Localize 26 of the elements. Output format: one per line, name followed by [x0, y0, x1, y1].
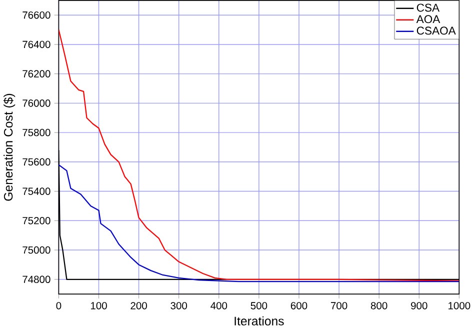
legend-label: AOA [416, 15, 440, 24]
legend-label: CSAOA [416, 26, 456, 35]
x-tick-label: 1000 [448, 302, 470, 310]
x-axis-title: Iterations [234, 316, 284, 326]
y-tick-label: 76000 [22, 100, 50, 107]
x-tick-label: 800 [370, 302, 388, 310]
y-tick-label: 74800 [22, 276, 50, 284]
y-tick-label: 75800 [22, 128, 50, 136]
x-tick-label: 700 [330, 302, 348, 310]
x-tick-label: 900 [411, 302, 428, 310]
x-tick-label: 400 [210, 302, 228, 310]
y-axis-title: Generation Cost ($) [3, 94, 16, 201]
x-tick-label: 300 [170, 302, 188, 310]
y-tick-label: 75600 [22, 158, 50, 166]
y-tick-label: 75400 [22, 188, 50, 195]
x-tick-label: 600 [290, 302, 308, 310]
y-tick-label: 75200 [22, 217, 50, 224]
x-tick-label: 100 [90, 302, 107, 310]
legend-label: CSA [416, 4, 440, 12]
y-tick-label: 76600 [22, 12, 50, 19]
x-tick-label: 200 [130, 302, 147, 310]
y-tick-label: 75000 [22, 246, 50, 254]
x-tick-label: 500 [250, 302, 268, 310]
y-tick-label: 76200 [22, 70, 50, 78]
x-tick-label: 0 [56, 302, 62, 310]
y-tick-label: 76400 [22, 40, 50, 48]
